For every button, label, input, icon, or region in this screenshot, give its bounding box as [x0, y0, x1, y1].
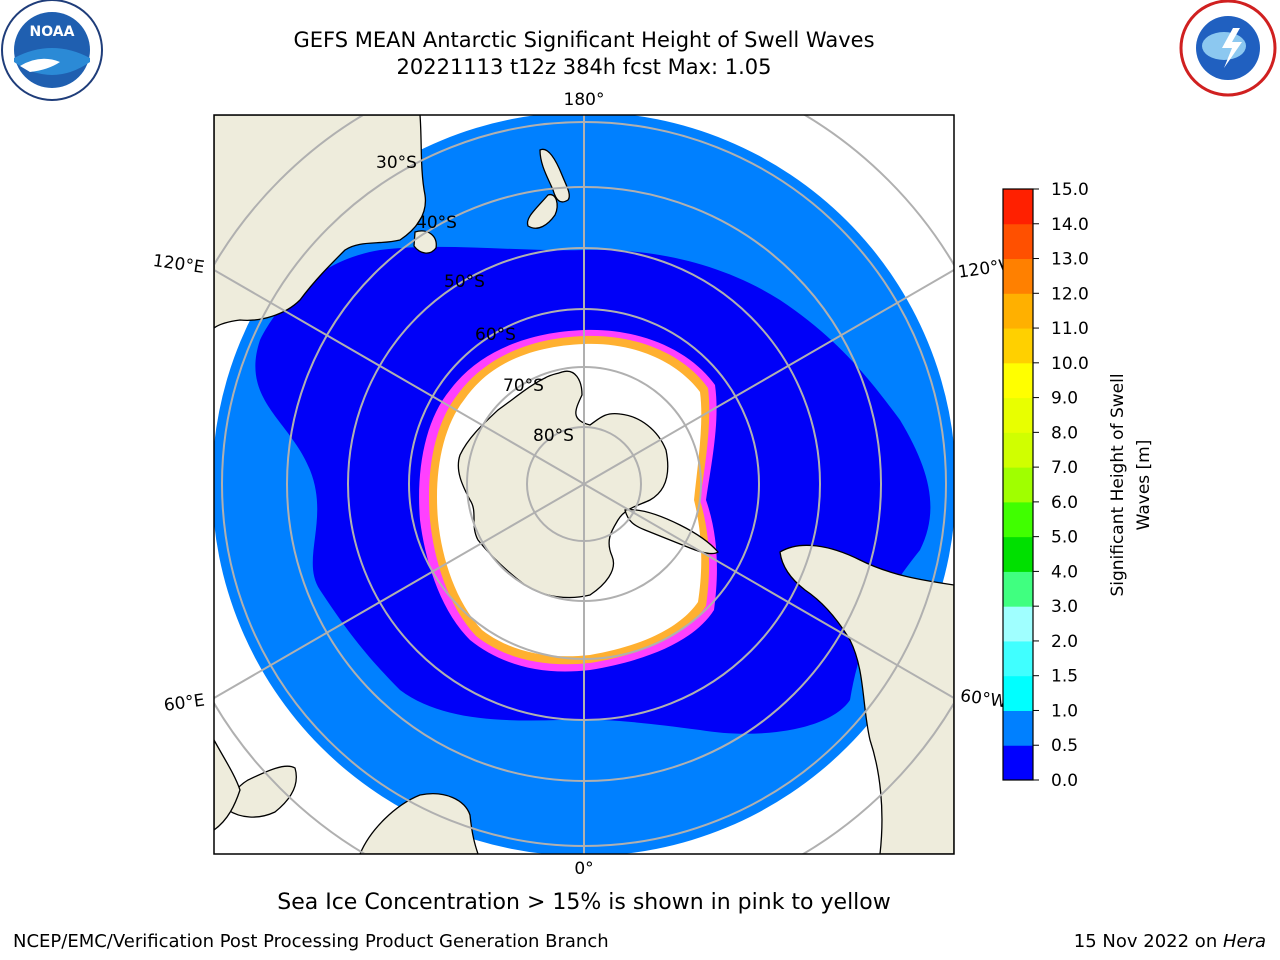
colorbar-segment [1003, 328, 1033, 364]
colorbar-tick-label: 0.5 [1051, 736, 1078, 756]
lon-label-120e: 120°E [152, 251, 206, 278]
colorbar-segment [1003, 293, 1033, 329]
colorbar-segment [1003, 223, 1033, 260]
africa-land [359, 793, 479, 854]
noaa-logo: NOAA [1, 0, 103, 101]
chart-title: GEFS MEAN Antarctic Significant Height o… [293, 28, 875, 52]
lon-label-60e: 60°E [163, 690, 206, 715]
colorbar-frame [1002, 188, 1034, 781]
colorbar-segment [1003, 710, 1033, 746]
new-zealand-land [526, 148, 570, 229]
colorbar-tick-label: 6.0 [1051, 493, 1078, 513]
colorbar-tick-label: 4.0 [1051, 562, 1078, 582]
colorbar-tick-label: 1.0 [1051, 701, 1078, 721]
lon-label-0: 0° [574, 859, 593, 879]
map-frame [213, 114, 955, 855]
colorbar-tick-label: 14.0 [1051, 215, 1089, 235]
lat-label-30s: 30°S [376, 153, 417, 173]
credit-host: Hera [1222, 931, 1266, 952]
australia-land [214, 115, 427, 329]
colorbar-segment [1003, 362, 1033, 399]
credit-date: 15 Nov 2022 on Hera [1074, 931, 1266, 952]
africa-west-coast [214, 739, 241, 831]
lat-label-70s: 70°S [503, 376, 544, 396]
lat-label-40s: 40°S [416, 213, 457, 233]
colorbar-tick-label: 10.0 [1051, 354, 1089, 374]
colorbar-tick-label: 8.0 [1051, 423, 1078, 443]
colorbar-segment [1003, 467, 1033, 503]
colorbar-tick-label: 0.0 [1051, 771, 1078, 791]
colorbar-segment [1003, 189, 1033, 225]
colorbar-tick-label: 15.0 [1051, 180, 1089, 200]
colorbar-tick-label: 12.0 [1051, 284, 1089, 304]
credit-branch: NCEP/EMC/Verification Post Processing Pr… [13, 931, 609, 952]
chart-subtitle: 20221113 t12z 384h fcst Max: 1.05 [396, 55, 772, 79]
lon-label-60w: 60°W [959, 686, 1008, 712]
colorbar-label-line2: Waves [m] [1134, 440, 1154, 531]
colorbar-tick-label: 3.0 [1051, 597, 1078, 617]
colorbar-tick-label: 7.0 [1051, 458, 1078, 478]
colorbar-segment [1003, 501, 1033, 538]
colorbar-segment [1003, 536, 1033, 572]
colorbar-segment [1003, 640, 1033, 677]
colorbar-tick-label: 2.0 [1051, 632, 1078, 652]
colorbar-label-line1: Significant Height of Swell [1108, 373, 1128, 596]
credit-date-text: 15 Nov 2022 on [1073, 931, 1223, 952]
colorbar-tick-label: 9.0 [1051, 389, 1078, 409]
colorbar-segment [1003, 432, 1033, 468]
lon-label-180: 180° [564, 90, 605, 110]
lat-label-60s: 60°S [475, 325, 516, 345]
colorbar-segment [1003, 745, 1033, 781]
colorbar-tick-label: 5.0 [1051, 528, 1078, 548]
colorbar-segment [1003, 258, 1033, 294]
colorbar-tick-label: 1.5 [1051, 667, 1078, 687]
nws-logo [1179, 0, 1277, 97]
antarctica-land [457, 370, 669, 599]
colorbar-tick-label: 11.0 [1051, 319, 1089, 339]
lat-label-50s: 50°S [444, 272, 485, 292]
noaa-logo-text: NOAA [30, 24, 75, 40]
colorbar-title: Significant Height of Swell Waves [m] [1108, 373, 1154, 596]
colorbar-tick-label: 13.0 [1051, 250, 1089, 270]
colorbar-segment [1003, 606, 1033, 642]
colorbar-segment [1003, 675, 1033, 711]
colorbar-segment [1003, 397, 1033, 433]
colorbar: 0.0 0.5 1.0 1.5 2.0 3.0 4.0 5.0 6.0 7.0 8.0 9.0 10.0… [1002, 180, 1089, 791]
sea-ice-note: Sea Ice Concentration > 15% is shown in … [277, 890, 891, 915]
south-america-land [779, 544, 954, 854]
lat-label-80s: 80°S [533, 426, 574, 446]
colorbar-segment [1003, 571, 1033, 607]
meridian-lines [214, 115, 954, 854]
